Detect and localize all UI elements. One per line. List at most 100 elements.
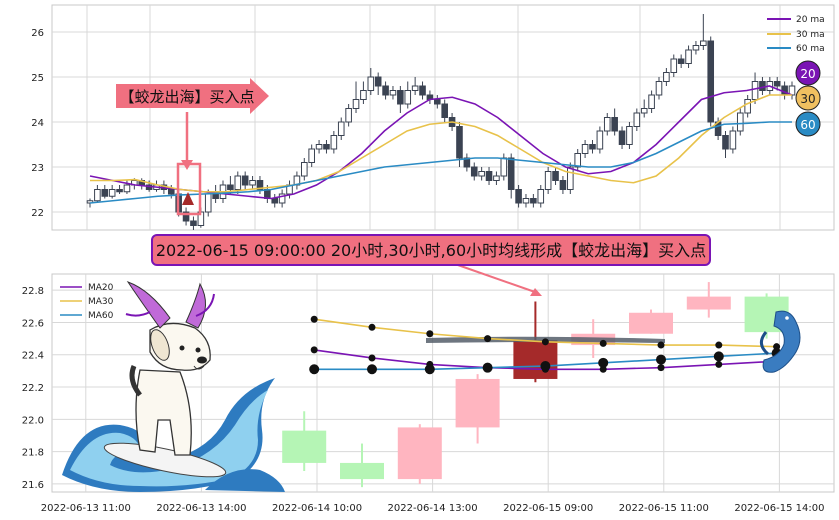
bot-ytick-label: 22.0	[22, 415, 44, 426]
bot-ytick-label: 22.2	[22, 383, 44, 394]
top-candle-body	[485, 171, 493, 181]
top-candle-body	[707, 40, 715, 123]
top-candle-body	[500, 157, 508, 177]
top-candle-body	[759, 81, 766, 91]
top-candle-body	[94, 189, 101, 202]
top-candle-body	[241, 175, 249, 186]
top-candle-body	[234, 175, 242, 190]
top-ytick-label: 25	[31, 73, 44, 84]
top-chart-panel: 22 23 24 25 26 【蛟龙出海】买入点 20 ma 30 ma 60 ma	[31, 4, 835, 231]
bot-xtick-label: 2022-06-15 11:00	[619, 503, 709, 514]
dragon-dog-surfing-illustration	[62, 281, 285, 492]
bot-ma-point	[424, 364, 435, 375]
bubble-60	[795, 111, 821, 137]
top-candle-body	[330, 135, 338, 150]
top-candle-body	[278, 193, 286, 204]
bot-xtick-label: 2022-06-14 10:00	[272, 503, 362, 514]
top-candle-body	[182, 211, 190, 222]
top-candle-body	[537, 189, 545, 204]
top-candle-body	[463, 157, 471, 168]
top-candle-body	[736, 112, 744, 132]
top-candle-body	[507, 157, 515, 190]
buy-signal-marker	[176, 112, 202, 216]
svg-text:30: 30	[800, 92, 815, 106]
bot-candle-body	[513, 340, 558, 379]
top-candle-body	[655, 81, 663, 96]
top-candle-body	[478, 171, 485, 177]
bot-ma-point	[541, 338, 549, 346]
bot-candle-body	[282, 430, 327, 463]
top-candle-body	[308, 148, 315, 163]
bot-xtick-label: 2022-06-13 14:00	[156, 503, 246, 514]
legend-entry-ma30: MA30	[88, 297, 114, 307]
bot-candle-body	[629, 312, 673, 334]
top-candle-body	[493, 175, 500, 181]
top-candle-body	[633, 112, 641, 127]
bot-ma-point	[773, 343, 781, 351]
buy-point-label-text: 【蛟龙出海】买入点	[119, 88, 254, 106]
bot-ma-point	[310, 315, 318, 323]
top-ytick-label: 24	[31, 118, 44, 129]
top-candle-body	[596, 130, 604, 150]
top-candle-body	[249, 180, 256, 186]
bot-ma-point	[715, 341, 723, 349]
bubble-30	[795, 85, 821, 111]
legend-entry-60ma: 60 ma	[796, 44, 825, 54]
top-candle-body	[419, 85, 426, 96]
top-candle-body	[552, 171, 559, 181]
top-candle-body	[456, 126, 463, 159]
bot-ma-point	[367, 364, 377, 375]
top-candle-body	[382, 85, 389, 96]
top-candle-body	[108, 189, 116, 197]
top-candle-body	[212, 193, 219, 199]
signal-banner: 2022-06-15 09:00:00 20小时,30小时,60小时均线形成【蛟…	[151, 234, 711, 296]
bot-ma-point	[715, 360, 723, 368]
top-ytick-label: 26	[31, 28, 44, 39]
top-candle-body	[352, 99, 360, 109]
top-candle-body	[190, 220, 197, 226]
top-candle-body	[411, 85, 419, 91]
bot-ma-point	[482, 362, 493, 373]
legend-entry-20ma: 20 ma	[796, 15, 825, 25]
top-candle-body	[397, 90, 404, 105]
bot-ytick-label: 22.8	[22, 286, 44, 297]
top-candle-body	[567, 166, 574, 190]
top-candle-body	[271, 198, 279, 204]
bot-ytick-label: 21.8	[22, 448, 44, 459]
top-candle-body	[256, 180, 264, 190]
top-candle-body	[167, 189, 175, 195]
bot-ma-point	[599, 365, 607, 373]
svg-text:20: 20	[800, 67, 815, 81]
top-candle-body	[685, 49, 692, 64]
top-candle-body	[530, 198, 537, 204]
bot-ma-point	[310, 346, 318, 354]
bot-ytick-label: 21.6	[22, 480, 44, 491]
top-candle-body	[744, 99, 751, 114]
bot-ytick-label: 22.6	[22, 318, 44, 329]
top-candle-body	[700, 40, 707, 46]
top-candle-body	[389, 90, 397, 96]
top-candle-body	[574, 153, 582, 168]
top-candle-body	[227, 184, 234, 190]
bot-ma-point	[368, 323, 376, 331]
bot-ma-point	[713, 351, 724, 362]
buy-point-label: 【蛟龙出海】买入点	[116, 78, 269, 114]
bot-candle-body	[397, 427, 442, 480]
top-candle-body	[404, 90, 412, 105]
top-candle-body	[101, 189, 109, 197]
bot-ma-point	[540, 361, 551, 372]
top-candle-body	[360, 90, 367, 100]
bot-candle-body	[455, 378, 500, 428]
ma-bubbles: 20 30 60	[795, 60, 821, 137]
bot-ma-point	[599, 339, 607, 347]
bot-ma-point	[484, 335, 492, 343]
top-candle-body	[123, 184, 131, 193]
bubble-20	[795, 60, 821, 86]
top-ma-line	[89, 121, 792, 204]
top-candle-body	[470, 166, 478, 177]
top-candle-body	[648, 94, 655, 109]
top-ytick-label: 22	[31, 208, 44, 219]
top-legend: 20 ma 30 ma 60 ma	[767, 15, 825, 54]
top-candle-body	[441, 103, 448, 118]
bot-ma-point	[368, 354, 376, 362]
